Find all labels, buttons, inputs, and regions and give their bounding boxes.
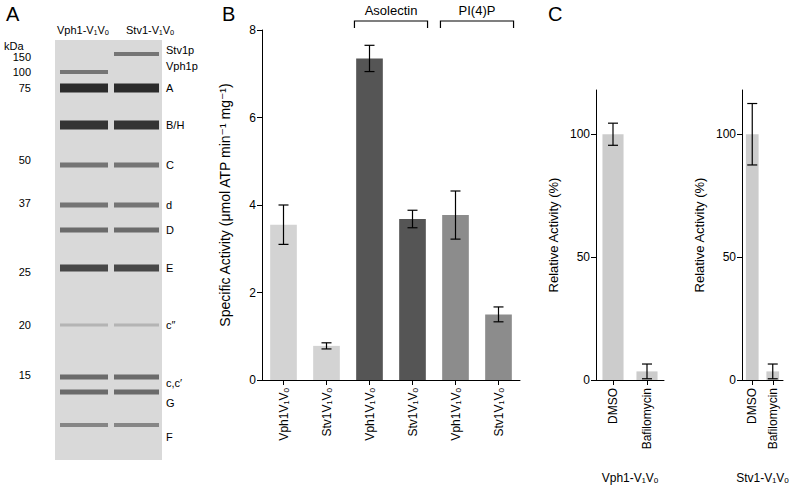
svg-text:Vph1p: Vph1p bbox=[166, 60, 198, 72]
svg-text:Vph1V₁Vₒ: Vph1V₁Vₒ bbox=[277, 388, 291, 441]
svg-text:Vph1-V₁Vₒ: Vph1-V₁Vₒ bbox=[602, 471, 659, 485]
svg-text:G: G bbox=[166, 397, 175, 409]
svg-text:E: E bbox=[166, 262, 173, 274]
svg-text:c,c′: c,c′ bbox=[166, 377, 182, 389]
svg-text:Stv1-V₁Vₒ: Stv1-V₁Vₒ bbox=[736, 471, 789, 485]
svg-text:20: 20 bbox=[19, 319, 31, 331]
svg-text:Stv1V₁Vₒ: Stv1V₁Vₒ bbox=[406, 388, 420, 437]
svg-text:C: C bbox=[548, 3, 562, 25]
svg-text:4: 4 bbox=[249, 198, 256, 212]
svg-text:C: C bbox=[166, 159, 174, 171]
svg-text:Vph1V₁Vₒ: Vph1V₁Vₒ bbox=[363, 388, 377, 441]
svg-text:Relative Activity (%): Relative Activity (%) bbox=[546, 178, 561, 293]
svg-text:Bafilomycin: Bafilomycin bbox=[640, 388, 654, 449]
svg-text:Stv1V₁Vₒ: Stv1V₁Vₒ bbox=[492, 388, 506, 437]
svg-text:Stv1-V₁Vₒ: Stv1-V₁Vₒ bbox=[126, 24, 174, 36]
svg-text:Specific Activity (μmol ATP mi: Specific Activity (μmol ATP min⁻¹ mg⁻¹) bbox=[217, 83, 233, 326]
svg-text:0: 0 bbox=[729, 373, 736, 387]
svg-text:0: 0 bbox=[249, 373, 256, 387]
svg-text:50: 50 bbox=[19, 154, 31, 166]
svg-text:B: B bbox=[222, 3, 235, 25]
svg-text:B/H: B/H bbox=[166, 119, 184, 131]
svg-text:DMSO: DMSO bbox=[745, 388, 759, 424]
svg-text:50: 50 bbox=[577, 250, 591, 264]
svg-text:D: D bbox=[166, 224, 174, 236]
svg-text:Vph1-V₁Vₒ: Vph1-V₁Vₒ bbox=[57, 24, 109, 36]
svg-text:75: 75 bbox=[19, 82, 31, 94]
svg-text:Vph1V₁Vₒ: Vph1V₁Vₒ bbox=[449, 388, 463, 441]
svg-text:15: 15 bbox=[19, 369, 31, 381]
svg-text:25: 25 bbox=[19, 266, 31, 278]
svg-text:100: 100 bbox=[570, 127, 590, 141]
svg-text:DMSO: DMSO bbox=[606, 388, 620, 424]
svg-text:kDa: kDa bbox=[4, 40, 24, 52]
svg-text:d: d bbox=[166, 199, 172, 211]
svg-text:37: 37 bbox=[19, 197, 31, 209]
svg-text:50: 50 bbox=[723, 250, 737, 264]
svg-text:A: A bbox=[6, 3, 20, 25]
svg-text:F: F bbox=[166, 431, 173, 443]
svg-text:Asolectin: Asolectin bbox=[365, 3, 418, 18]
svg-text:8: 8 bbox=[249, 23, 256, 37]
svg-text:Stv1V₁Vₒ: Stv1V₁Vₒ bbox=[320, 388, 334, 437]
svg-text:6: 6 bbox=[249, 111, 256, 125]
svg-text:Stv1p: Stv1p bbox=[166, 44, 194, 56]
svg-text:Relative Activity (%): Relative Activity (%) bbox=[692, 178, 707, 293]
svg-text:2: 2 bbox=[249, 286, 256, 300]
svg-text:A: A bbox=[166, 82, 174, 94]
svg-text:Bafilomycin: Bafilomycin bbox=[766, 388, 780, 449]
svg-text:150: 150 bbox=[13, 51, 31, 63]
svg-text:100: 100 bbox=[716, 127, 736, 141]
svg-text:100: 100 bbox=[13, 66, 31, 78]
svg-text:PI(4)P: PI(4)P bbox=[459, 3, 496, 18]
svg-text:c″: c″ bbox=[166, 319, 176, 331]
svg-text:0: 0 bbox=[583, 373, 590, 387]
